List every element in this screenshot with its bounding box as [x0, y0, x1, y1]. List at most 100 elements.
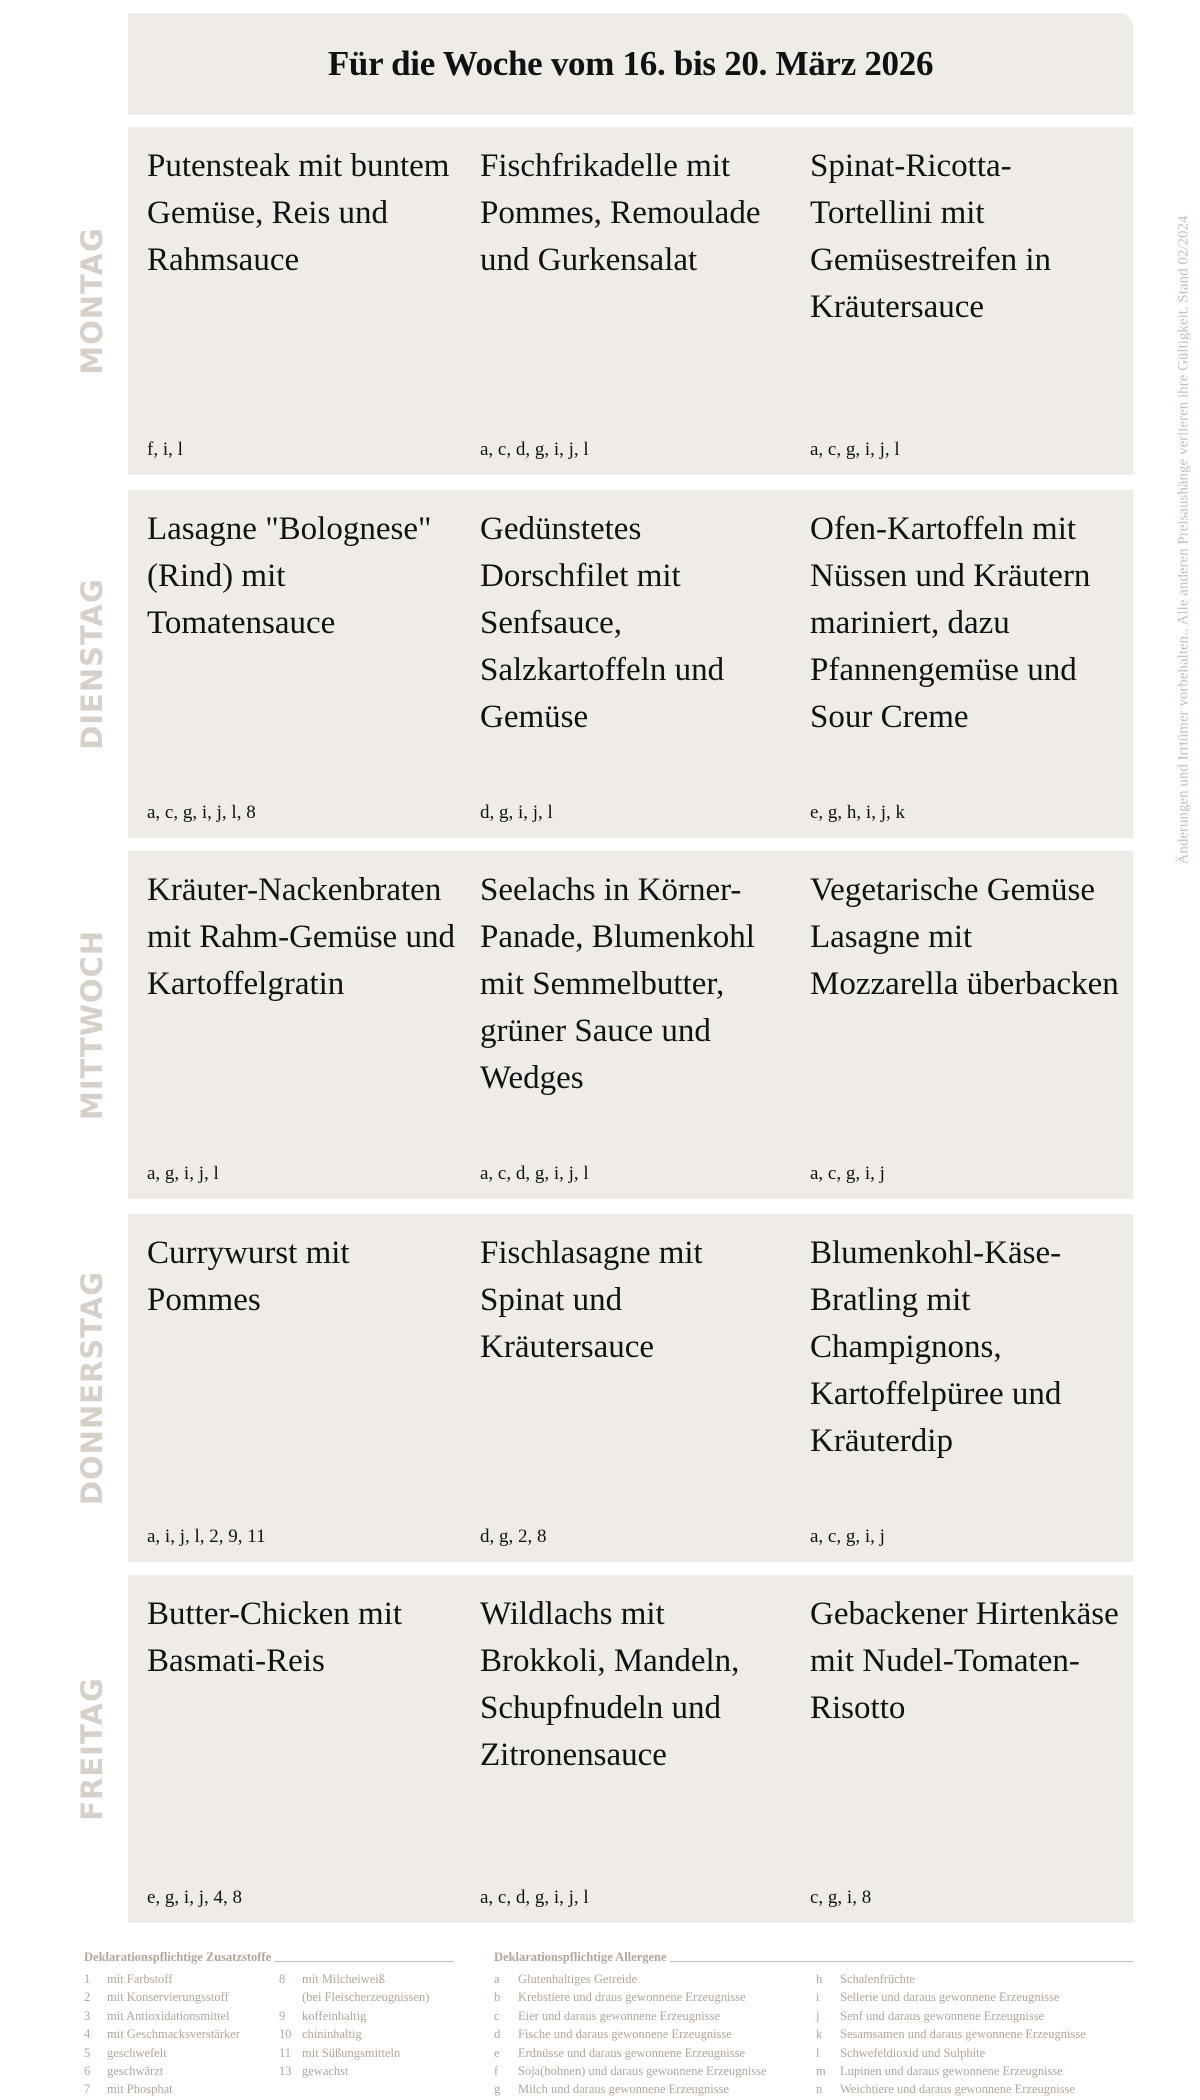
menu-cell: Gebackener Hirtenkäse mit Nudel-Tomaten-…	[810, 1591, 1120, 1909]
legend-key: 3	[84, 2008, 91, 2023]
legend-key: k	[816, 2027, 823, 2042]
legend-key: 6	[84, 2064, 91, 2078]
dish-name: Fischlasagne mit Spinat und Kräutersauce	[480, 1235, 703, 1365]
menu-cell: Blumenkohl-Käse-Bratling mit Champignons…	[810, 1230, 1120, 1548]
menu-cell: Seelachs in Körner-Panade, Blumenkohl mi…	[480, 867, 790, 1185]
day-label: FREITAG	[68, 1575, 116, 1923]
dish-name: Putensteak mit buntem Gemüse, Reis und R…	[147, 148, 450, 278]
legend-text: Sellerie und daraus gewonnene Erzeugniss…	[840, 1990, 1060, 2005]
day-row-donnerstag: DONNERSTAG Currywurst mit Pommes a, i, j…	[75, 1214, 1133, 1562]
day-row-dienstag: DIENSTAG Lasagne "Bolognese" (Rind) mit …	[75, 490, 1133, 838]
legend-text: Lupinen und daraus gewonnene Erzeugnisse	[840, 2064, 1063, 2078]
menu-cell: Ofen-Kartoffeln mit Nüssen und Kräutern …	[810, 506, 1120, 824]
legend-text: Schwefeldioxid und Sulphite	[840, 2045, 986, 2060]
legend-text: mit Konservierungsstoff	[107, 1990, 229, 2005]
menu-cell: Vegetarische Gemüse Lasagne mit Mozzarel…	[810, 867, 1120, 1185]
dish-allergens: d, g, 2, 8	[480, 1526, 547, 1547]
dish-name: Lasagne "Bolognese" (Rind) mit Tomatensa…	[147, 511, 432, 641]
dish-allergens: d, g, i, j, l	[480, 802, 553, 823]
day-label: MONTAG	[68, 127, 116, 475]
menu-cell: Kräuter-Nackenbraten mit Rahm-Gemüse und…	[147, 867, 457, 1185]
legend-text: chininhaltig	[302, 2027, 362, 2042]
legend-text: mit Süßungsmitteln	[302, 2045, 401, 2060]
legend-key: 7	[84, 2082, 91, 2097]
legend-text: mit Geschmacksverstärker	[107, 2027, 240, 2042]
legend-key: i	[816, 1990, 820, 2005]
legend-key: e	[494, 2045, 500, 2060]
page-title: Für die Woche vom 16. bis 20. März 2026	[327, 44, 934, 83]
legend-key: 5	[84, 2045, 91, 2060]
dish-allergens: a, c, d, g, i, j, l	[480, 1887, 589, 1908]
legend-text: mit Milcheiweiß	[302, 1972, 385, 1986]
day-label-text: MONTAG	[75, 227, 109, 375]
legend-text: Erdnüsse und daraus gewonnene Erzeugniss…	[518, 2045, 746, 2060]
legend-key: l	[816, 2045, 820, 2060]
day-label: DONNERSTAG	[68, 1214, 116, 1562]
legend-text: Eier und daraus gewonnene Erzeugnisse	[518, 2008, 721, 2023]
legend-text: Senf und daraus gewonnene Erzeugnisse	[840, 2008, 1045, 2023]
day-label: MITTWOCH	[68, 851, 116, 1199]
day-label: DIENSTAG	[68, 490, 116, 838]
legend-key: 10	[279, 2027, 292, 2042]
divider	[274, 1960, 454, 1962]
menu-cell: Fischlasagne mit Spinat und Kräutersauce…	[480, 1230, 790, 1548]
dish-name: Gebackener Hirtenkäse mit Nudel-Tomaten-…	[810, 1596, 1119, 1726]
day-row-mittwoch: MITTWOCH Kräuter-Nackenbraten mit Rahm-G…	[75, 851, 1133, 1199]
menu-cell: Gedünstetes Dorschfilet mit Senfsauce, S…	[480, 506, 790, 824]
day-row-montag: MONTAG Putensteak mit buntem Gemüse, Rei…	[75, 127, 1133, 475]
disclaimer-note: Änderungen und Irrtümer vorbehalten.. Al…	[1175, 215, 1192, 865]
dish-allergens: a, c, d, g, i, j, l	[480, 1163, 589, 1184]
legend-text: Weichtiere und daraus gewonnene Erzeugni…	[840, 2082, 1076, 2097]
dish-name: Kräuter-Nackenbraten mit Rahm-Gemüse und…	[147, 872, 455, 1002]
dish-allergens: a, c, g, i, j	[810, 1163, 885, 1184]
menu-cell: Butter-Chicken mit Basmati-Reis e, g, i,…	[147, 1591, 457, 1909]
dish-name: Gedünstetes Dorschfilet mit Senfsauce, S…	[480, 511, 725, 735]
dish-allergens: a, c, g, i, j	[810, 1526, 885, 1547]
legend-key: h	[816, 1972, 823, 1986]
dish-allergens: a, c, d, g, i, j, l	[480, 439, 589, 460]
legend-text: (bei Fleischerzeugnissen)	[302, 1990, 430, 2005]
week-header: Für die Woche vom 16. bis 20. März 2026	[128, 13, 1133, 115]
legend-text: Sesamsamen und daraus gewonnene Erzeugni…	[840, 2027, 1086, 2042]
legend-text: mit Farbstoff	[107, 1972, 173, 1986]
divider	[669, 1960, 1133, 1962]
dish-name: Blumenkohl-Käse-Bratling mit Champignons…	[810, 1235, 1062, 1459]
legend-text: Glutenhaltiges Getreide	[518, 1972, 638, 1986]
legend-key: 13	[279, 2064, 292, 2078]
dish-allergens: f, i, l	[147, 439, 183, 460]
dish-name: Vegetarische Gemüse Lasagne mit Mozzarel…	[810, 872, 1119, 1002]
dish-name: Seelachs in Körner-Panade, Blumenkohl mi…	[480, 872, 755, 1096]
day-row-freitag: FREITAG Butter-Chicken mit Basmati-Reis …	[75, 1575, 1133, 1923]
legend-text: gewachst	[302, 2064, 349, 2078]
day-label-text: DIENSTAG	[75, 578, 110, 750]
legend-text: Fische und daraus gewonnene Erzeugnisse	[518, 2027, 732, 2042]
legend-text: koffeinhaltig	[302, 2008, 367, 2023]
legend-key: n	[816, 2082, 823, 2097]
legend-key: m	[816, 2064, 826, 2078]
menu-cell: Spinat-Ricotta-Tortellini mit Gemüsestre…	[810, 143, 1120, 461]
dish-name: Butter-Chicken mit Basmati-Reis	[147, 1596, 403, 1679]
dish-name: Currywurst mit Pommes	[147, 1235, 350, 1318]
legend-key: 11	[279, 2045, 292, 2060]
legend-key: a	[494, 1972, 500, 1986]
additives-heading: Deklarationspflichtige Zusatzstoffe	[84, 1950, 272, 1964]
allergens-legend: Deklarationspflichtige Allergene a Gluten…	[494, 1950, 1133, 2096]
menu-cell: Lasagne "Bolognese" (Rind) mit Tomatensa…	[147, 506, 457, 824]
menu-cell: Wildlachs mit Brokkoli, Mandeln, Schupfn…	[480, 1591, 790, 1909]
dish-allergens: e, g, i, j, 4, 8	[147, 1887, 242, 1908]
legend-key: j	[816, 2008, 820, 2023]
legend-text: geschwärzt	[107, 2064, 164, 2078]
day-label-text: MITTWOCH	[75, 929, 110, 1121]
allergens-heading: Deklarationspflichtige Allergene	[494, 1950, 667, 1964]
dish-allergens: a, g, i, j, l	[147, 1163, 219, 1184]
legend-key: 2	[84, 1990, 91, 2005]
legend-text: mit Phosphat	[107, 2082, 173, 2097]
menu-cell: Putensteak mit buntem Gemüse, Reis und R…	[147, 143, 457, 461]
additives-legend: Deklarationspflichtige Zusatzstoffe 1 mit…	[84, 1950, 454, 2096]
dish-name: Ofen-Kartoffeln mit Nüssen und Kräutern …	[810, 511, 1091, 735]
legend-key: 9	[279, 2008, 286, 2023]
legend-key: 8	[279, 1972, 286, 1986]
legend-key: 4	[84, 2027, 91, 2042]
legend-key: 1	[84, 1972, 91, 1986]
dish-name: Fischfrikadelle mit Pommes, Remoulade un…	[480, 148, 761, 278]
